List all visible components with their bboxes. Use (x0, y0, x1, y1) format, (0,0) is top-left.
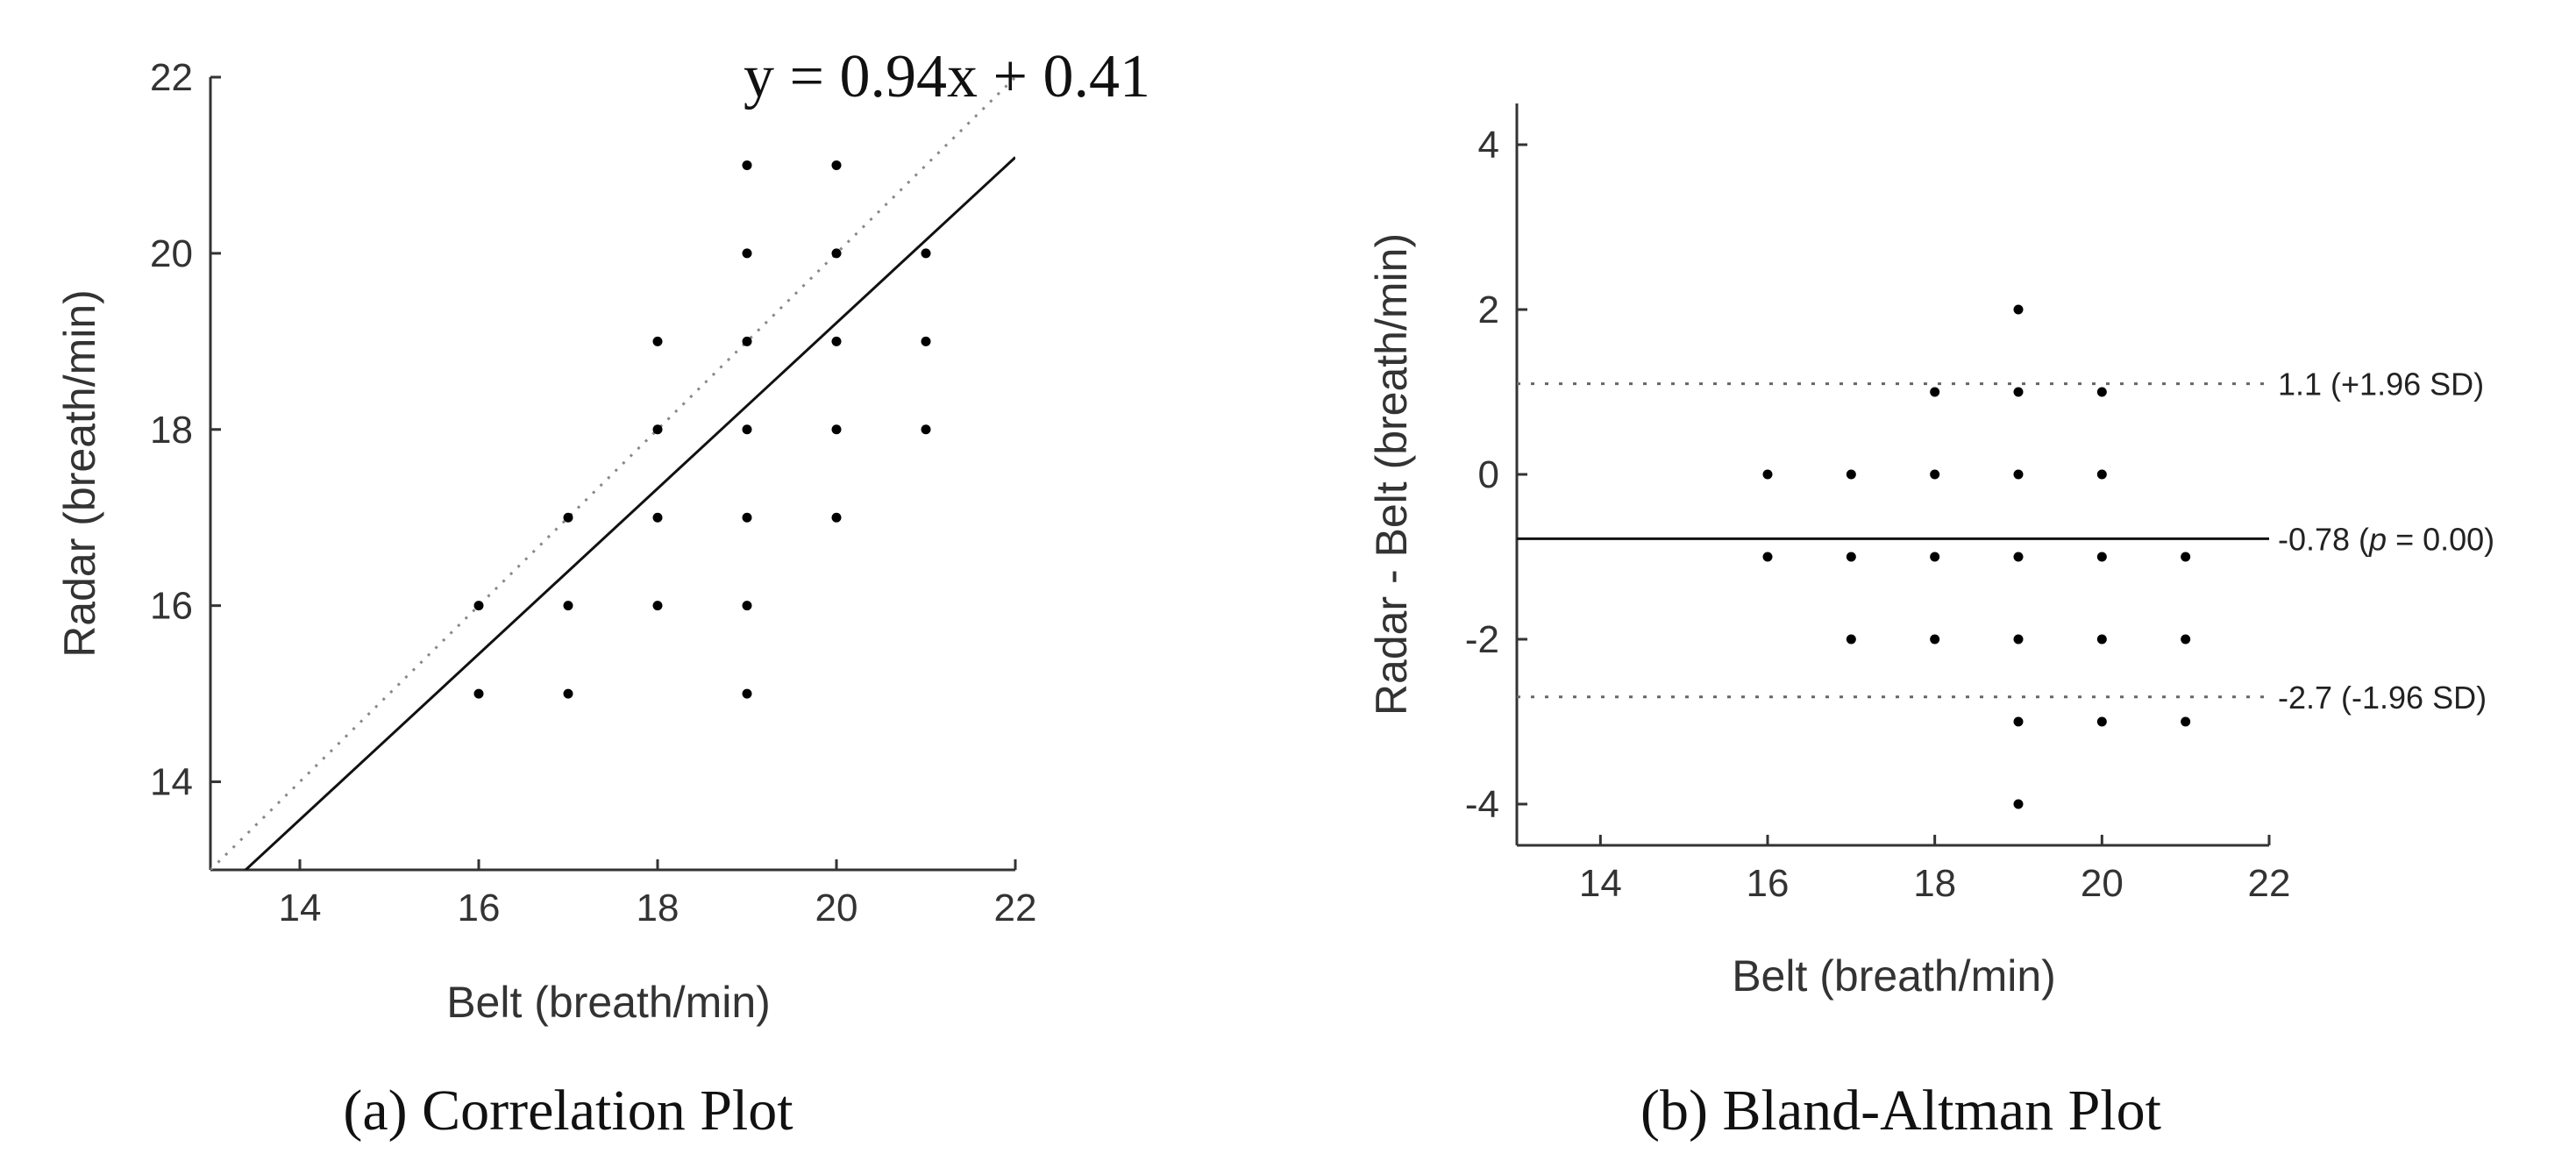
data-point (831, 424, 842, 435)
data-point (831, 248, 842, 259)
x-tick-label: 22 (2248, 862, 2291, 905)
mean-difference-label: -0.78 (p = 0.00) (2278, 521, 2494, 557)
data-point (921, 424, 931, 435)
data-point (742, 160, 752, 170)
x-tick-label: 22 (994, 887, 1037, 929)
x-tick-label: 18 (1913, 862, 1956, 905)
x-tick-label: 20 (2081, 862, 2124, 905)
data-point (831, 160, 842, 170)
data-point (2013, 634, 2024, 645)
mean-label-prefix: -0.78 ( (2278, 521, 2369, 557)
data-point (652, 512, 663, 523)
data-point (2013, 716, 2024, 727)
y-tick-label: 2 (1478, 288, 1499, 331)
data-point (1930, 634, 1940, 645)
lower-limit-label: -2.7 (-1.96 SD) (2278, 680, 2487, 716)
y-tick-label: -2 (1465, 618, 1499, 661)
data-point (921, 248, 931, 259)
x-axis-label: Belt (breath/min) (1732, 951, 2056, 1001)
data-point (2096, 634, 2107, 645)
x-tick-label: 20 (815, 887, 858, 929)
data-point (2013, 304, 2024, 315)
p-symbol: p (2368, 521, 2387, 557)
data-point (2181, 716, 2191, 727)
y-tick-label: 14 (150, 761, 193, 804)
data-point (473, 601, 484, 611)
data-point (742, 336, 752, 346)
data-point (652, 601, 663, 611)
data-point (563, 688, 573, 699)
data-point (563, 512, 573, 523)
y-tick-label: 20 (150, 232, 193, 275)
data-point (1762, 552, 1773, 562)
data-point (473, 688, 484, 699)
data-point (1930, 469, 1940, 480)
data-point (831, 512, 842, 523)
x-tick-label: 16 (1747, 862, 1790, 905)
x-tick-label: 18 (637, 887, 680, 929)
y-tick-label: 16 (150, 585, 193, 628)
data-point (742, 512, 752, 523)
regression-line (243, 156, 1015, 870)
data-point (2013, 387, 2024, 397)
data-point (831, 336, 842, 346)
data-point (2181, 552, 2191, 562)
identity-line (210, 77, 1015, 870)
data-point (563, 601, 573, 611)
correlation-plot: 14 16 18 20 22 14 16 18 20 22 y = 0.94x + 0.41 B… (55, 43, 1150, 1143)
y-tick-label: 4 (1478, 124, 1499, 167)
data-point (2013, 552, 2024, 562)
data-point (742, 248, 752, 259)
y-tick-label: 18 (150, 409, 193, 452)
x-tick-label: 16 (458, 887, 501, 929)
data-point (2013, 799, 2024, 809)
x-axis-label: Belt (breath/min) (446, 978, 771, 1027)
data-point (1846, 469, 1856, 480)
data-point (2013, 469, 2024, 480)
regression-equation: y = 0.94x + 0.41 (744, 43, 1150, 110)
x-tick-label: 14 (1579, 862, 1622, 905)
caption-b: (b) Bland-Altman Plot (1640, 1079, 2161, 1143)
data-point (2096, 387, 2107, 397)
data-point (2096, 469, 2107, 480)
y-tick-label: -4 (1465, 783, 1499, 826)
data-point (742, 424, 752, 435)
data-point (2096, 552, 2107, 562)
bland-altman-plot: 14 16 18 20 22 420-2-4 1.1 (+1.96 SD) -0.78 … (1367, 103, 2494, 1143)
y-tick-label: 0 (1478, 453, 1499, 496)
data-point (652, 336, 663, 346)
p-value: = 0.00) (2387, 521, 2494, 557)
data-point (921, 336, 931, 346)
data-point (2096, 716, 2107, 727)
y-axis-label: Radar - Belt (breath/min) (1367, 233, 1416, 716)
data-point (1930, 387, 1940, 397)
data-point (1846, 634, 1856, 645)
data-point (1930, 552, 1940, 562)
upper-limit-label: 1.1 (+1.96 SD) (2278, 367, 2484, 402)
y-axis-label: Radar (breath/min) (55, 289, 104, 658)
data-point (1762, 469, 1773, 480)
caption-a: (a) Correlation Plot (343, 1079, 793, 1143)
data-point (742, 601, 752, 611)
y-tick-label: 22 (150, 56, 193, 99)
data-point (1846, 552, 1856, 562)
data-point (2181, 634, 2191, 645)
x-tick-label: 14 (279, 887, 322, 929)
data-point (652, 424, 663, 435)
data-point (742, 688, 752, 699)
